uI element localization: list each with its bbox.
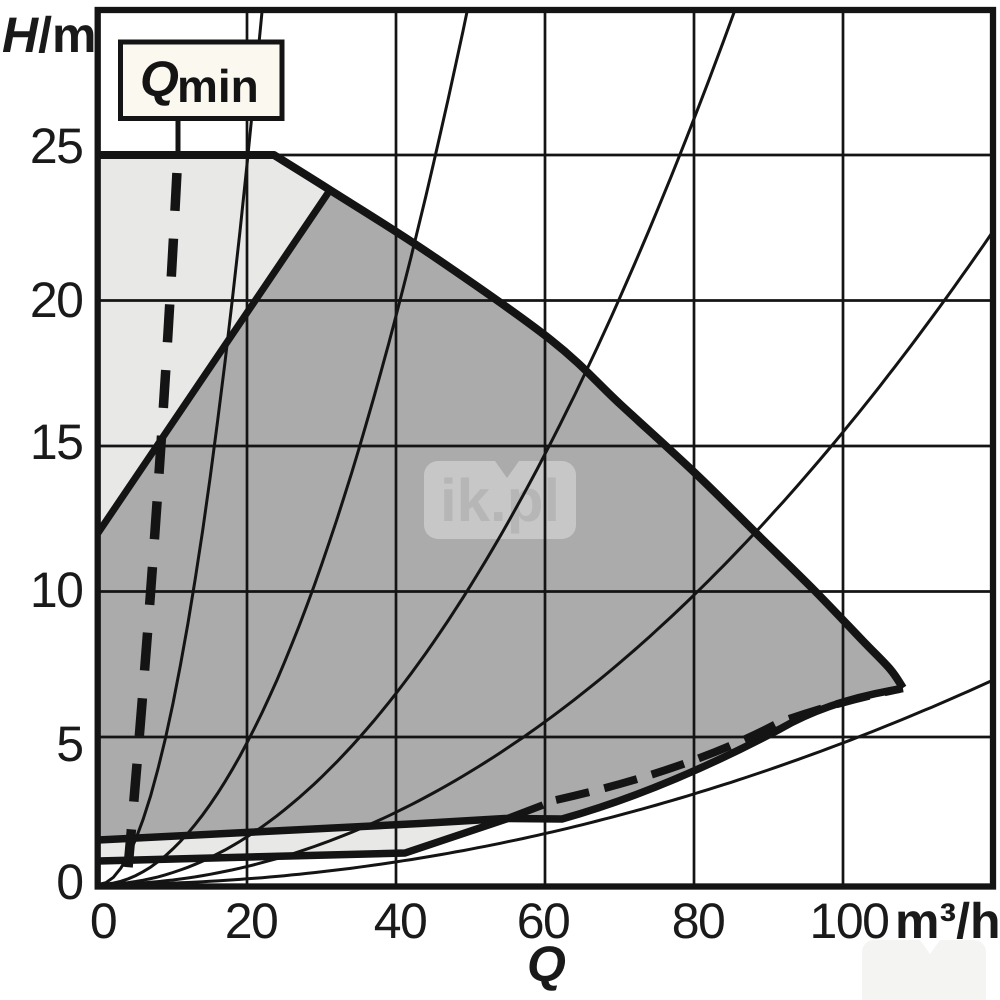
svg-text:10: 10	[30, 562, 83, 618]
svg-text:40: 40	[374, 893, 427, 949]
svg-text:m³/h: m³/h	[895, 893, 1000, 949]
svg-text:100: 100	[810, 893, 889, 949]
svg-text:5: 5	[56, 716, 82, 772]
svg-text:Q: Q	[140, 51, 179, 107]
svg-text:80: 80	[672, 893, 725, 949]
svg-text:0: 0	[56, 854, 82, 910]
svg-text:ik.pl: ik.pl	[440, 467, 560, 534]
svg-text:60: 60	[517, 893, 570, 949]
svg-text:Q: Q	[527, 936, 566, 992]
svg-text:20: 20	[30, 272, 83, 328]
svg-text:20: 20	[225, 893, 278, 949]
svg-text:15: 15	[30, 414, 83, 470]
svg-text:min: min	[177, 60, 259, 112]
svg-text:0: 0	[90, 893, 116, 949]
svg-text:H/m: H/m	[2, 7, 96, 63]
svg-text:25: 25	[30, 118, 83, 174]
